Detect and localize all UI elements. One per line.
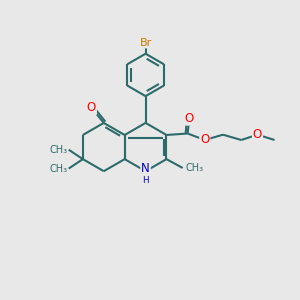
Text: CH₃: CH₃ [185,163,203,173]
Text: O: O [253,128,262,141]
Text: O: O [200,134,209,146]
Text: O: O [87,101,96,114]
Text: O: O [184,112,194,125]
Text: H: H [142,176,149,185]
Text: N: N [141,162,150,175]
Text: CH₃: CH₃ [49,164,67,173]
Text: Br: Br [140,38,152,47]
Text: CH₃: CH₃ [49,145,67,155]
